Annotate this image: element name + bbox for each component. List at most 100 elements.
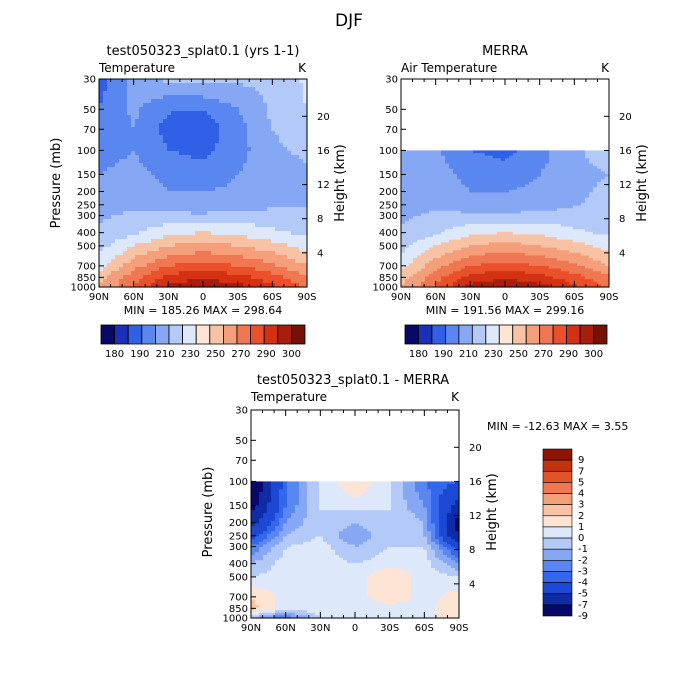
contour-cell: [295, 199, 300, 204]
contour-cell: [521, 171, 526, 175]
contour-cell: [401, 226, 406, 230]
contour-cell: [457, 250, 462, 254]
contour-cell: [287, 143, 292, 148]
contour-cell: [593, 179, 598, 183]
contour-cell: [561, 158, 566, 162]
contour-cell: [159, 103, 164, 108]
contour-cell: [303, 179, 308, 184]
contour-cell: [235, 83, 240, 88]
contour-cell: [469, 218, 474, 222]
contour-cell: [279, 207, 284, 212]
contour-cell: [147, 267, 152, 272]
contour-cell: [561, 174, 566, 178]
contour-cell: [303, 95, 308, 100]
contour-cell: [275, 95, 280, 100]
contour-cell: [557, 244, 562, 249]
contour-cell: [287, 239, 292, 244]
contour-cell: [127, 283, 132, 288]
contour-cell: [131, 163, 136, 168]
contour-cell: [513, 168, 518, 173]
contour-cell: [401, 247, 406, 251]
contour-cell: [485, 226, 490, 230]
contour-cell: [211, 135, 216, 140]
contour-cell: [139, 231, 144, 236]
contour-cell: [553, 237, 558, 241]
contour-cell: [227, 215, 232, 220]
contour-cell: [303, 87, 308, 92]
contour-cell: [553, 218, 558, 222]
contour-cell: [223, 223, 228, 228]
contour-cell: [541, 192, 546, 196]
contour-cell: [143, 211, 148, 216]
contour-cell: [111, 95, 116, 100]
contour-cell: [111, 231, 116, 236]
contour-cell: [473, 205, 478, 209]
contour-cell: [433, 153, 438, 157]
contour-cell: [589, 197, 594, 201]
contour-cell: [453, 231, 458, 236]
colorbar-box: [290, 324, 306, 345]
contour-cell: [493, 242, 498, 246]
contour-cell: [585, 197, 590, 201]
contour-cell: [275, 219, 280, 224]
contour-cell: [545, 258, 550, 262]
contour-cell: [115, 115, 120, 120]
contour-cell: [597, 237, 602, 241]
contour-cell: [167, 203, 172, 208]
contour-cell: [187, 203, 192, 208]
contour-cell: [111, 267, 116, 272]
contour-cell: [573, 221, 578, 225]
contour-cell: [545, 202, 550, 207]
contour-cell: [287, 223, 292, 228]
contour-cell: [457, 210, 462, 215]
contour-cell: [263, 179, 268, 184]
contour-cell: [469, 189, 474, 194]
contour-cell: [183, 263, 188, 268]
contour-cell: [251, 207, 256, 212]
contour-cell: [119, 99, 124, 104]
contour-cell: [453, 197, 458, 201]
contour-cell: [267, 115, 272, 120]
contour-cell: [155, 179, 160, 184]
contour-cell: [163, 191, 168, 196]
contour-cell: [477, 221, 482, 225]
contour-cell: [135, 263, 140, 268]
contour-cell: [517, 197, 522, 201]
contour-cell: [175, 263, 180, 268]
contour-cell: [517, 252, 522, 257]
contour-cell: [461, 200, 466, 204]
contour-cell: [239, 251, 244, 256]
contour-cell: [557, 205, 562, 209]
contour-cell: [573, 242, 578, 246]
contour-cell: [573, 237, 578, 241]
contour-cell: [425, 195, 430, 199]
contour-cell: [545, 184, 550, 188]
contour-cell: [127, 111, 132, 116]
contour-cell: [227, 163, 232, 168]
contour-cell: [573, 200, 578, 204]
contour-cell: [485, 192, 490, 196]
contour-cell: [139, 139, 144, 144]
contour-cell: [565, 247, 570, 251]
contour-cell: [191, 227, 196, 232]
contour-cell: [235, 179, 240, 184]
contour-cell: [561, 213, 566, 217]
contour-cell: [441, 153, 446, 157]
contour-cell: [545, 229, 550, 233]
contour-cell: [299, 187, 304, 192]
contour-cell: [585, 171, 590, 175]
contour-cell: [597, 255, 602, 259]
contour-cell: [469, 226, 474, 230]
contour-cell: [187, 195, 192, 200]
contour-cell: [219, 239, 224, 244]
colorbar-box: [209, 324, 224, 345]
contour-cell: [533, 258, 538, 262]
contour-cell: [425, 252, 430, 257]
contour-cell: [115, 203, 120, 208]
contour-cell: [493, 255, 498, 259]
contour-cell: [405, 153, 410, 157]
contour-cell: [521, 258, 526, 262]
contour-cell: [223, 79, 228, 84]
contour-cell: [219, 107, 224, 112]
contour-cell: [477, 163, 482, 167]
